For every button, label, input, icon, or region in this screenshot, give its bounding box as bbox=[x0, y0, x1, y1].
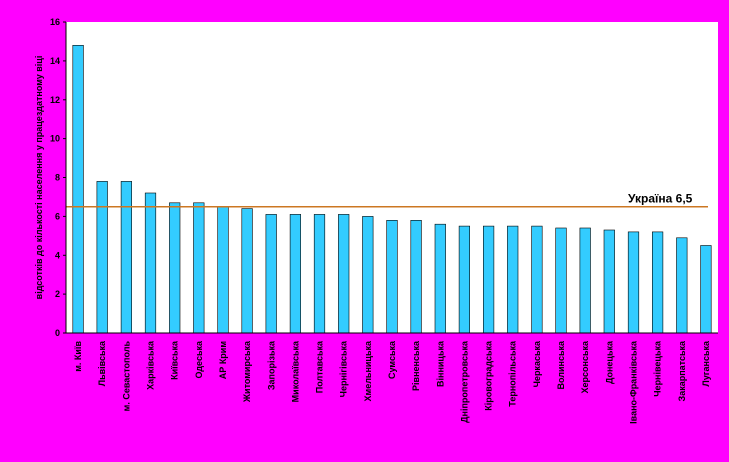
bar bbox=[700, 245, 712, 334]
bar bbox=[96, 181, 108, 334]
y-tick-label: 8 bbox=[55, 173, 60, 183]
y-tick-label: 12 bbox=[50, 95, 60, 105]
x-category-label: Рівненська bbox=[411, 340, 421, 391]
y-tick-label: 6 bbox=[55, 211, 60, 221]
bar bbox=[217, 206, 229, 334]
bar bbox=[555, 227, 567, 334]
x-category-label: Дніпропетровська bbox=[459, 340, 469, 423]
y-tick-label: 14 bbox=[50, 56, 60, 66]
bar bbox=[313, 214, 326, 334]
x-category-label: Тернопільська bbox=[508, 340, 518, 407]
x-category-label: Херсонська bbox=[580, 340, 590, 393]
ukraine-reference-label: Україна 6,5 bbox=[628, 192, 693, 206]
x-category-label: Івано-Франківська bbox=[629, 340, 639, 424]
bar bbox=[193, 202, 205, 334]
bar bbox=[386, 220, 398, 334]
bar bbox=[434, 223, 446, 334]
bar bbox=[169, 202, 181, 334]
bar bbox=[241, 208, 253, 334]
x-category-label: Запорізька bbox=[266, 340, 276, 390]
y-tick-label: 16 bbox=[50, 17, 60, 27]
y-tick-label: 0 bbox=[55, 328, 60, 338]
x-category-label: Донецька bbox=[604, 340, 614, 384]
x-category-label: Миколаївська bbox=[290, 340, 300, 402]
bar bbox=[676, 237, 688, 334]
x-category-label: Луганська bbox=[701, 340, 711, 387]
y-tick-label: 2 bbox=[55, 289, 60, 299]
bar bbox=[265, 214, 277, 334]
bar bbox=[531, 225, 543, 334]
y-tick-label: 4 bbox=[55, 250, 60, 260]
x-category-label: Вінницька bbox=[435, 340, 445, 387]
x-label-group: м. Київ Львівська м. Севастополь Харківська… bbox=[73, 340, 711, 424]
bar bbox=[410, 220, 422, 334]
x-category-label: Чернігівська bbox=[339, 340, 349, 397]
x-category-label: Черкаська bbox=[532, 340, 542, 387]
y-tick-group: 0 2 4 6 8 10 12 14 16 bbox=[50, 17, 66, 338]
y-tick-label: 10 bbox=[50, 134, 60, 144]
bar bbox=[338, 214, 350, 334]
bar bbox=[362, 216, 374, 334]
bar bbox=[120, 181, 132, 334]
bar bbox=[603, 229, 615, 334]
x-category-label: Сумська bbox=[387, 340, 397, 379]
bar bbox=[651, 231, 664, 334]
x-category-label: Волинська bbox=[556, 340, 566, 390]
x-category-label: Київська bbox=[170, 340, 180, 380]
x-category-label: Закарпатська bbox=[677, 340, 687, 401]
y-axis-title: відсотків до кількості населення у праце… bbox=[34, 56, 44, 300]
bar bbox=[72, 44, 84, 334]
bar bbox=[579, 227, 591, 334]
x-category-label: Хмельницька bbox=[363, 340, 373, 401]
x-category-label: м. Севастополь bbox=[121, 341, 131, 412]
x-category-label: Львівська bbox=[97, 340, 107, 386]
x-category-label: Кіровоградська bbox=[484, 340, 494, 411]
bar bbox=[507, 225, 519, 334]
x-category-label: Харківська bbox=[146, 340, 156, 390]
bar bbox=[144, 192, 157, 334]
bar bbox=[627, 231, 640, 334]
x-category-label: АР Крим bbox=[218, 341, 228, 380]
bar bbox=[458, 225, 471, 334]
bar bbox=[482, 225, 495, 334]
x-category-label: Полтавська bbox=[315, 340, 325, 393]
x-category-label: Одеська bbox=[194, 340, 204, 378]
x-category-label: м. Київ bbox=[73, 341, 83, 372]
bar bbox=[289, 214, 302, 334]
x-category-label: Житомирська bbox=[242, 340, 252, 403]
x-category-label: Чернівецька bbox=[653, 340, 663, 397]
